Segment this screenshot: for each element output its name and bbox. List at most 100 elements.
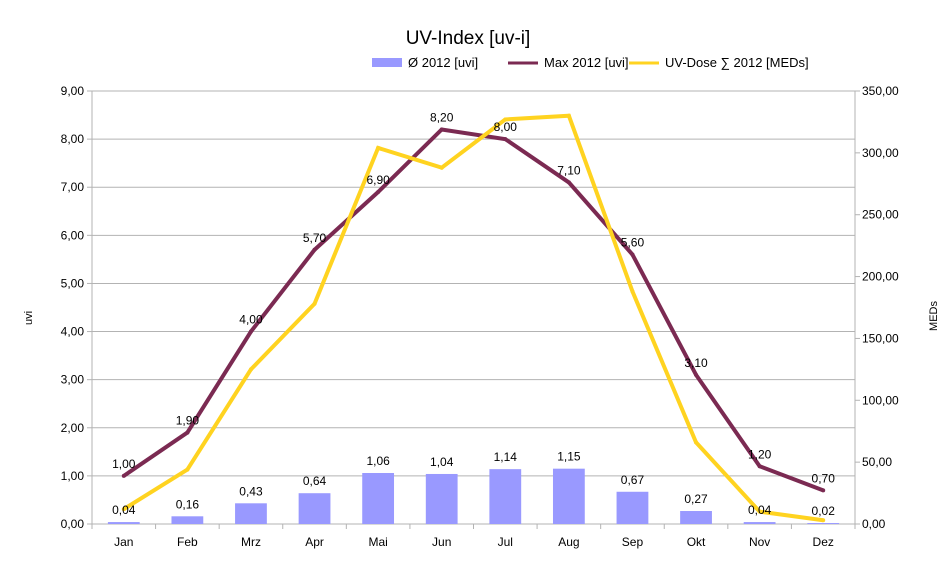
data-labels: 0,04 0,16 0,43 0,64 1,06 1,04 1,14 1,15 0,67 0,27… [112, 110, 835, 518]
uv-dose-point-apr [312, 301, 317, 306]
uv-dose-point-nov [757, 509, 762, 514]
bar-value-label: 0,16 [176, 497, 200, 511]
max-uvi-point-feb [185, 430, 190, 435]
right-tick-label: 50,00 [862, 455, 892, 469]
bar-avg-sep [616, 491, 649, 524]
max-uvi-point-jan [121, 473, 126, 478]
max-uvi-point-dez [821, 488, 826, 493]
max-uvi-point-aug [566, 180, 571, 185]
max-uvi-point-okt [694, 372, 699, 377]
x-axis-ticks: Jan Feb Mrz Apr Mai Jun Jul Aug Sep Okt Nov Dez [91, 524, 856, 549]
max-uvi-point-jul [503, 137, 508, 142]
uv-dose-point-jan [121, 507, 126, 512]
x-tick-label: Jan [114, 535, 133, 549]
bar-value-label: 1,06 [366, 454, 390, 468]
uv-dose-point-dez [821, 518, 826, 523]
max-value-label: 8,20 [430, 110, 454, 124]
uv-dose-point-jul [503, 117, 508, 122]
left-axis-title: uvi [23, 311, 35, 325]
max-uvi-point-mai [376, 190, 381, 195]
right-tick-label: 300,00 [862, 146, 899, 160]
bar-value-label: 0,67 [621, 473, 645, 487]
legend: Ø 2012 [uvi] Max 2012 [uvi] UV-Dose ∑ 2012… [372, 55, 809, 70]
right-tick-label: 250,00 [862, 208, 899, 222]
x-tick-label: Dez [813, 535, 834, 549]
max-uvi-line [122, 127, 824, 493]
right-tick-label: 350,00 [862, 84, 899, 98]
bar-value-label: 1,15 [557, 450, 581, 464]
left-tick-label: 0,00 [61, 517, 85, 531]
max-uvi-point-jun [439, 127, 444, 132]
right-tick-label: 100,00 [862, 393, 899, 407]
left-tick-label: 7,00 [61, 180, 85, 194]
legend-label: Max 2012 [uvi] [544, 55, 629, 70]
bar-avg-jul [489, 469, 522, 524]
max-uvi-point-apr [312, 247, 317, 252]
x-tick-label: Mai [368, 535, 387, 549]
max-value-label: 8,00 [494, 120, 518, 134]
bar-value-label: 1,04 [430, 455, 454, 469]
left-tick-label: 5,00 [61, 276, 85, 290]
uv-dose-point-mai [376, 145, 381, 150]
bar-avg-feb [171, 516, 204, 524]
max-value-label: 1,20 [748, 447, 772, 461]
legend-label: UV-Dose ∑ 2012 [MEDs] [665, 55, 809, 70]
x-tick-label: Feb [177, 535, 198, 549]
left-tick-label: 8,00 [61, 132, 85, 146]
uv-dose-point-okt [694, 440, 699, 445]
bar-value-label: 0,04 [748, 503, 772, 517]
bar-avg-okt [680, 511, 712, 524]
uv-dose-point-feb [185, 467, 190, 472]
bar-avg-dez [807, 523, 840, 524]
right-axis-ticks: 0,00 50,00 100,00 150,00 200,00 250,00 300,00 3… [855, 84, 899, 531]
max-uvi-point-mrz [248, 329, 253, 334]
bar-avg-jan [107, 522, 140, 524]
uv-dose-point-aug [566, 113, 571, 118]
max-value-label: 1,90 [176, 414, 200, 428]
max-value-label: 5,70 [303, 231, 327, 245]
right-tick-label: 150,00 [862, 331, 899, 345]
bar-value-label: 0,02 [812, 504, 836, 518]
max-value-label: 0,70 [812, 471, 836, 485]
uv-dose-line [122, 113, 824, 523]
uv-dose-point-jun [439, 165, 444, 170]
left-axis-ticks: 0,00 1,00 2,00 3,00 4,00 5,00 6,00 7,00 8,00 9,00 [61, 84, 92, 531]
uv-dose-point-mrz [248, 367, 253, 372]
max-value-label: 1,00 [112, 457, 136, 471]
bar-value-label: 0,43 [239, 484, 263, 498]
right-axis-title: MEDs [928, 301, 940, 331]
left-tick-label: 1,00 [61, 469, 85, 483]
line-series [121, 113, 826, 523]
max-value-label: 6,90 [366, 173, 390, 187]
bar-avg-aug [552, 468, 585, 524]
bar-avg-mrz [235, 503, 267, 524]
uv-dose-point-sep [630, 289, 635, 294]
left-tick-label: 9,00 [61, 84, 85, 98]
left-tick-label: 2,00 [61, 421, 85, 435]
bar-avg-mai [362, 473, 395, 524]
bar-avg-apr [298, 493, 331, 524]
x-tick-label: Jul [498, 535, 513, 549]
bar-value-label: 0,27 [684, 492, 708, 506]
x-tick-label: Okt [687, 535, 706, 549]
chart-title: UV-Index [uv-i] [406, 28, 531, 49]
gridlines [91, 90, 856, 525]
max-value-label: 4,00 [239, 313, 263, 327]
bar-value-label: 0,04 [112, 503, 136, 517]
right-tick-label: 200,00 [862, 270, 899, 284]
x-tick-label: Sep [622, 535, 644, 549]
x-tick-label: Jun [432, 535, 451, 549]
max-uvi-point-sep [630, 252, 635, 257]
left-tick-label: 3,00 [61, 373, 85, 387]
bar-value-label: 1,14 [494, 450, 518, 464]
max-uvi-point-nov [757, 464, 762, 469]
left-tick-label: 6,00 [61, 228, 85, 242]
x-tick-label: Nov [749, 535, 770, 549]
left-tick-label: 4,00 [61, 325, 85, 339]
max-value-label: 5,60 [621, 236, 645, 250]
bar-value-label: 0,64 [303, 474, 327, 488]
bar-avg-nov [743, 522, 776, 524]
legend-swatch-avg [372, 58, 402, 67]
bar-avg-jun [425, 473, 458, 524]
